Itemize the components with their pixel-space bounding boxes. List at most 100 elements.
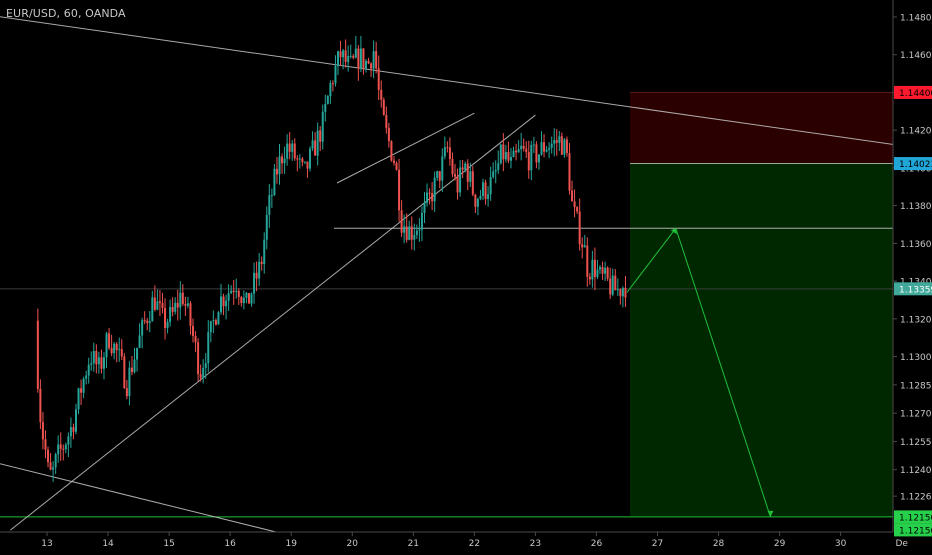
stop-loss-zone — [630, 92, 893, 164]
candle-body — [611, 275, 614, 295]
candle-body — [431, 193, 434, 202]
candle-body — [146, 320, 149, 324]
y-tick-label: 1.14200 — [900, 127, 932, 137]
candle-body — [337, 51, 340, 66]
candle-body — [301, 158, 304, 163]
risk-reward-layer[interactable] — [0, 91, 893, 518]
candle-body — [291, 143, 294, 152]
candle-body — [219, 296, 222, 313]
y-tick-label: 1.13800 — [900, 202, 932, 212]
candle-body — [316, 130, 319, 156]
candle-body — [278, 156, 281, 175]
candle-body — [153, 297, 156, 310]
x-tick-label: 23 — [530, 539, 541, 549]
candle-body — [283, 158, 286, 164]
candle-body — [217, 312, 220, 325]
candle-body — [286, 143, 289, 159]
candle-body — [306, 161, 309, 169]
candle-body — [436, 171, 439, 178]
candle-body — [59, 444, 62, 449]
candle-body — [253, 272, 256, 294]
candle-body — [113, 343, 116, 354]
candle-body — [156, 301, 159, 310]
candle-body — [125, 388, 128, 397]
x-tick-label: De — [895, 539, 908, 549]
candle-body — [540, 142, 543, 155]
candle-body — [158, 301, 161, 303]
candle-body — [141, 320, 144, 336]
candle-body — [359, 48, 362, 69]
candle-body — [370, 63, 373, 69]
candle-body — [413, 235, 416, 240]
candle-body — [400, 210, 403, 233]
candle-body — [568, 153, 571, 191]
candle-body — [105, 333, 108, 358]
y-tick-label: 1.12400 — [900, 466, 932, 476]
candle-body — [128, 367, 131, 397]
candle-body — [204, 363, 207, 368]
candle-body — [375, 51, 378, 69]
candle-body — [293, 143, 296, 159]
candle-body — [281, 156, 284, 164]
candle-body — [464, 163, 467, 170]
candle-body — [624, 287, 627, 298]
candle-body — [522, 145, 525, 149]
price-badge-stop: 1.14400 — [894, 85, 932, 99]
candle-body — [599, 267, 602, 270]
y-tick-label: 1.13000 — [900, 353, 932, 363]
candle-body — [535, 144, 538, 163]
candle-body — [118, 349, 121, 351]
x-tick-label: 29 — [774, 539, 786, 549]
candle-body — [85, 375, 88, 379]
candle-body — [438, 171, 441, 181]
trendline-rising-support — [10, 114, 536, 531]
candle-body — [194, 335, 197, 343]
candle-body — [202, 367, 205, 378]
candle-body — [390, 141, 393, 161]
projection-layer — [626, 227, 774, 518]
candle-body — [387, 127, 390, 142]
candle-body — [133, 359, 136, 373]
candle-body — [515, 150, 518, 153]
price-badge-label: 1.12150 — [899, 513, 932, 523]
candle-body — [364, 60, 367, 69]
candle-body — [303, 161, 306, 163]
x-tick-label: 27 — [652, 539, 663, 549]
x-tick-label: 16 — [224, 539, 236, 549]
candle-body — [250, 293, 253, 304]
candle-body — [543, 142, 546, 152]
candle-body — [560, 136, 563, 155]
candle-body — [207, 332, 210, 364]
candle-body — [97, 357, 100, 365]
y-tick-label: 1.13600 — [900, 240, 932, 250]
candle-body — [265, 214, 268, 240]
candle-body — [380, 89, 383, 100]
candle-body — [197, 342, 200, 375]
candle-body — [545, 149, 548, 152]
candle-body — [80, 388, 83, 393]
candle-body — [576, 207, 579, 212]
candle-body — [395, 162, 398, 170]
candle-body — [512, 150, 515, 158]
candle-body — [108, 333, 111, 349]
candle-body — [606, 267, 609, 279]
candle-body — [258, 261, 261, 279]
candle-body — [558, 136, 561, 143]
candle-body — [616, 289, 619, 291]
candle-body — [199, 374, 202, 378]
candle-body — [92, 350, 95, 364]
candle-body — [441, 156, 444, 181]
candle-body — [532, 144, 535, 146]
projection-peak-arrowhead — [670, 228, 677, 235]
candle-body — [443, 147, 446, 157]
candle-body — [342, 50, 345, 58]
candle-body — [275, 168, 278, 175]
candle-body — [184, 304, 187, 306]
candle-body — [586, 245, 589, 277]
candle-body — [571, 190, 574, 202]
candle-body — [525, 148, 528, 153]
candle-body — [392, 160, 395, 163]
candle-body — [296, 158, 299, 160]
projection-arrowhead — [767, 510, 774, 517]
